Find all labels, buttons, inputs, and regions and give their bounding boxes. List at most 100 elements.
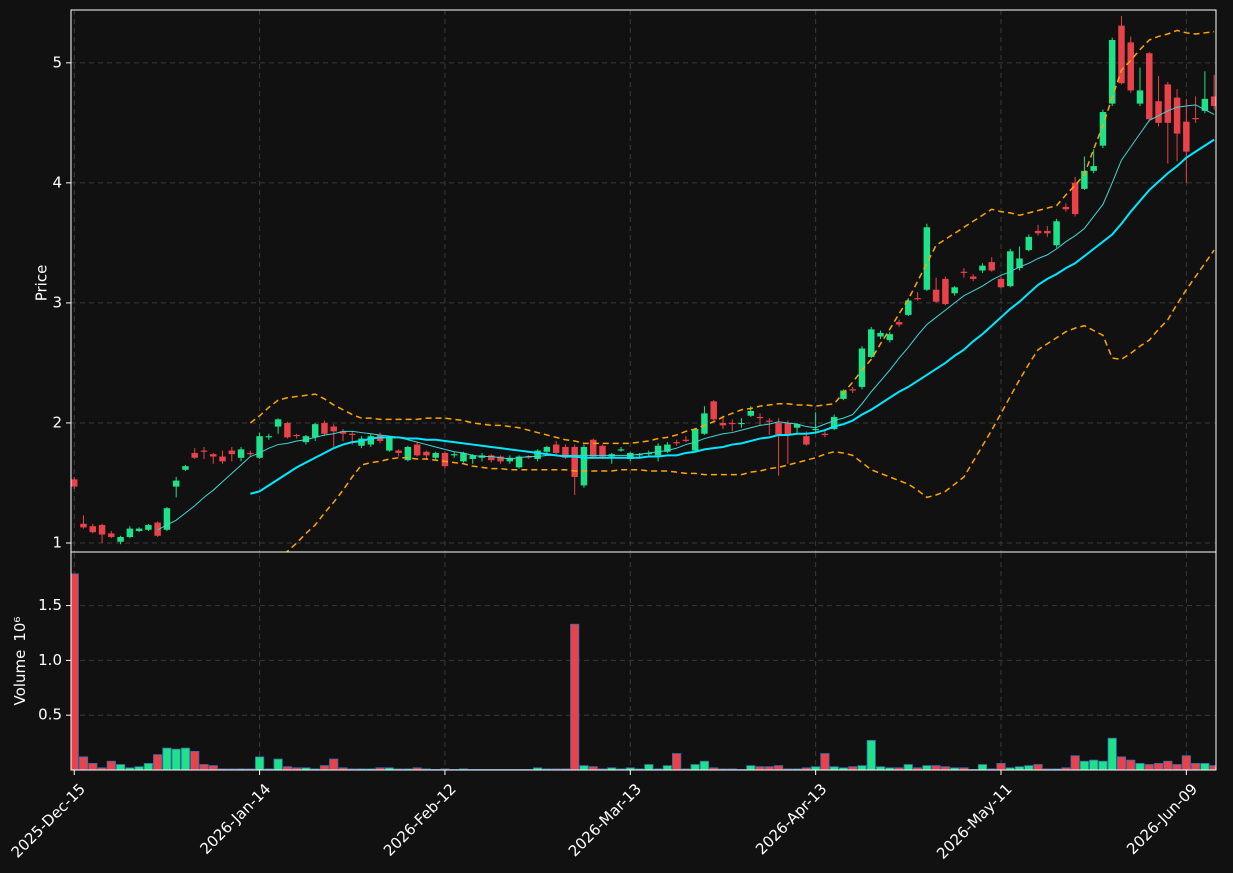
candle-body (673, 442, 680, 444)
volume-bar (1116, 756, 1127, 770)
candle-body (1044, 230, 1051, 234)
candle-body (803, 436, 810, 445)
candle-body (784, 422, 792, 435)
volume-bar (1144, 764, 1154, 770)
volume-bar (301, 767, 311, 770)
volume-bar (653, 768, 663, 770)
candle-body (247, 452, 254, 455)
volume-bar (838, 767, 849, 770)
candle-body (284, 422, 291, 438)
candle-body (756, 416, 764, 419)
volume-bar (227, 768, 237, 770)
candle-body (942, 278, 949, 305)
volume-bar (1153, 763, 1164, 770)
candle-body (812, 428, 819, 431)
candle-body (358, 438, 365, 446)
volume-bar (987, 768, 997, 770)
y-tick-label: 4 (52, 173, 62, 191)
volume-bar (394, 768, 404, 770)
candle-body (506, 457, 514, 462)
candle-body (349, 433, 356, 435)
candle-body (1127, 42, 1134, 91)
volume-bar (264, 768, 274, 770)
volume-bar (440, 768, 450, 770)
y-tick-label: 2 (52, 413, 62, 431)
volume-bar (885, 767, 895, 770)
candle-body (552, 444, 560, 453)
candle-body (1081, 170, 1088, 189)
volume-bar (1191, 763, 1201, 770)
candle-body (367, 436, 375, 445)
candle-body (877, 332, 884, 337)
candle-body (108, 533, 115, 537)
candle-body (228, 450, 236, 455)
candle-body (766, 420, 773, 422)
candle-body (256, 436, 263, 458)
candle-body (905, 300, 912, 315)
volume-bar (347, 768, 357, 770)
candle-body (691, 428, 699, 451)
volume-bar (625, 767, 635, 770)
volume-bar (950, 767, 960, 770)
candle-body (858, 348, 866, 387)
candle-body (1016, 258, 1023, 269)
volume-bar (801, 767, 811, 770)
candle-body (145, 524, 152, 530)
volume-bar (78, 756, 89, 770)
candle-body (293, 434, 300, 437)
volume-bar (570, 623, 580, 770)
volume-bar (1070, 755, 1080, 770)
volume-axis-label: Volume 10⁶ (11, 617, 29, 706)
candle-body (775, 422, 782, 437)
volume-bar (199, 764, 209, 770)
candle-body (1007, 251, 1014, 287)
volume-bar (143, 763, 153, 770)
volume-bar (783, 768, 793, 770)
candle-body (868, 329, 875, 357)
volume-bar (1089, 759, 1099, 770)
candle-body (562, 446, 569, 458)
candle-body (200, 450, 208, 452)
volume-bar (116, 764, 126, 770)
volume-bar (607, 767, 617, 770)
volume-bar (190, 750, 200, 770)
volume-bar (97, 767, 107, 770)
volume-bar (1042, 768, 1052, 770)
candle-body (1183, 121, 1190, 152)
candle-body (321, 422, 328, 434)
y-tick-label: 5 (52, 53, 62, 71)
candle-body (682, 439, 690, 441)
volume-bar (644, 764, 654, 770)
candle-body (840, 390, 847, 399)
volume-bar (356, 768, 367, 770)
candle-body (580, 446, 588, 486)
volume-bar (903, 764, 913, 770)
volume-bar (162, 747, 172, 770)
candle-body (274, 419, 282, 427)
y-tick-label: 1.5 (38, 596, 62, 614)
volume-label: Volume (11, 650, 29, 706)
candle-body (1108, 40, 1116, 104)
candle-body (135, 528, 143, 531)
volume-bar (153, 754, 163, 770)
volume-bar (236, 768, 246, 770)
volume-bar (662, 765, 672, 770)
candle-body (302, 436, 310, 443)
volume-bar (774, 765, 784, 770)
candle-body (330, 426, 337, 432)
volume-bar (931, 765, 941, 770)
volume-frame (70, 551, 1217, 771)
candle-body (182, 466, 189, 470)
candle-body (599, 445, 606, 457)
candle-body (386, 437, 393, 451)
candle-body (543, 446, 551, 452)
volume-bar (1163, 760, 1173, 770)
volume-bar (171, 748, 181, 770)
candle-body (719, 422, 727, 426)
volume-bar (375, 767, 385, 770)
y-tick-label: 0.5 (38, 706, 62, 724)
volume-bar (310, 768, 320, 770)
indicator-line (249, 29, 1215, 445)
volume-bar (208, 765, 218, 770)
